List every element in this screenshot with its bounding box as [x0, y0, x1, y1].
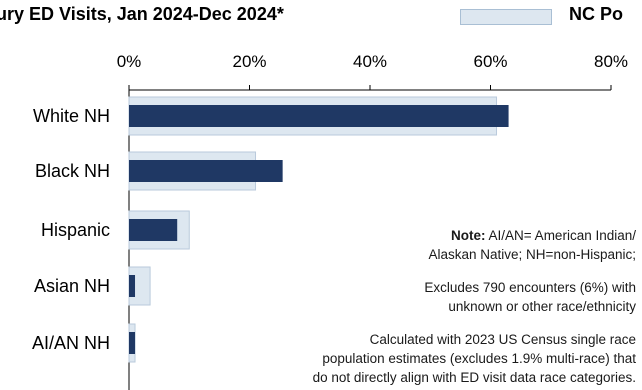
bar-ed-visits — [129, 332, 136, 354]
note-line-5: Calculated with 2023 US Census single ra… — [369, 332, 636, 347]
note-line-2: Alaskan Native; NH=non-Hispanic; — [428, 247, 636, 262]
category-label: Black NH — [35, 161, 110, 181]
x-tick-label: 40% — [353, 52, 387, 71]
bar-ed-visits — [129, 160, 283, 182]
category-label: AI/AN NH — [32, 333, 110, 353]
category-label: White NH — [33, 106, 110, 126]
note-census: Calculated with 2023 US Census single ra… — [313, 330, 636, 387]
note-line-7: do not directly align with ED visit data… — [312, 370, 636, 385]
note-line-4: unknown or other race/ethnicity — [448, 299, 636, 314]
bar-ed-visits — [129, 105, 509, 127]
chart-title: jury ED Visits, Jan 2024-Dec 2024* — [0, 4, 284, 24]
legend-label: NC Po — [569, 4, 623, 24]
note-heading: Note: — [451, 228, 486, 243]
note-definitions: Note: AI/AN= American Indian/ Alaskan Na… — [429, 226, 636, 264]
x-tick-label: 20% — [232, 52, 266, 71]
x-tick-label: 0% — [117, 52, 142, 71]
x-tick-label: 60% — [473, 52, 507, 71]
bar-ed-visits — [129, 275, 136, 297]
category-label: Hispanic — [41, 220, 110, 240]
note-exclusions: Excludes 790 encounters (6%) with unknow… — [424, 278, 636, 316]
legend-swatch — [460, 9, 552, 25]
category-label: Asian NH — [34, 276, 110, 296]
bar-ed-visits — [129, 219, 178, 241]
x-tick-label: 80% — [594, 52, 628, 71]
note-line-3: Excludes 790 encounters (6%) with — [424, 280, 636, 295]
note-line-1: AI/AN= American Indian/ — [485, 228, 636, 243]
note-line-6: population estimates (excludes 1.9% mult… — [322, 351, 636, 366]
